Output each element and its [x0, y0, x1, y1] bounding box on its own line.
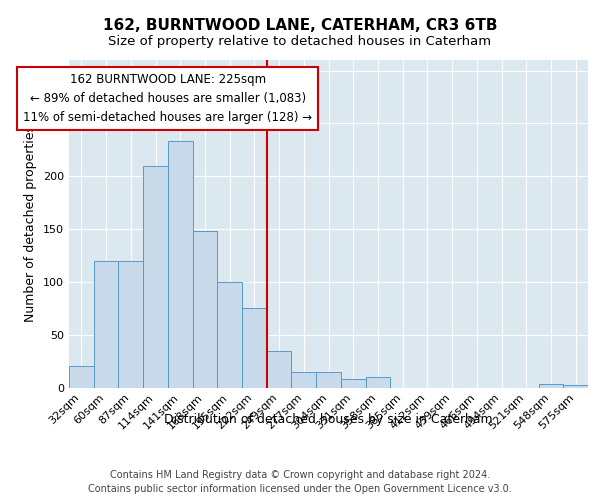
- Bar: [118, 260, 143, 388]
- Bar: [69, 366, 94, 388]
- Bar: [316, 372, 341, 388]
- Y-axis label: Number of detached properties: Number of detached properties: [25, 125, 37, 322]
- Text: 162, BURNTWOOD LANE, CATERHAM, CR3 6TB: 162, BURNTWOOD LANE, CATERHAM, CR3 6TB: [103, 18, 497, 32]
- Bar: [563, 386, 588, 388]
- Bar: [539, 384, 563, 388]
- Bar: [193, 231, 217, 388]
- Text: Distribution of detached houses by size in Caterham: Distribution of detached houses by size …: [164, 412, 493, 426]
- Bar: [292, 372, 316, 388]
- Text: 162 BURNTWOOD LANE: 225sqm
← 89% of detached houses are smaller (1,083)
11% of s: 162 BURNTWOOD LANE: 225sqm ← 89% of deta…: [23, 72, 313, 124]
- Text: Size of property relative to detached houses in Caterham: Size of property relative to detached ho…: [109, 35, 491, 48]
- Bar: [143, 166, 168, 388]
- Bar: [242, 308, 267, 388]
- Bar: [341, 379, 365, 388]
- Bar: [365, 377, 390, 388]
- Bar: [168, 142, 193, 388]
- Bar: [217, 282, 242, 388]
- Bar: [267, 350, 292, 388]
- Bar: [94, 260, 118, 388]
- Text: Contains HM Land Registry data © Crown copyright and database right 2024.
Contai: Contains HM Land Registry data © Crown c…: [88, 470, 512, 494]
